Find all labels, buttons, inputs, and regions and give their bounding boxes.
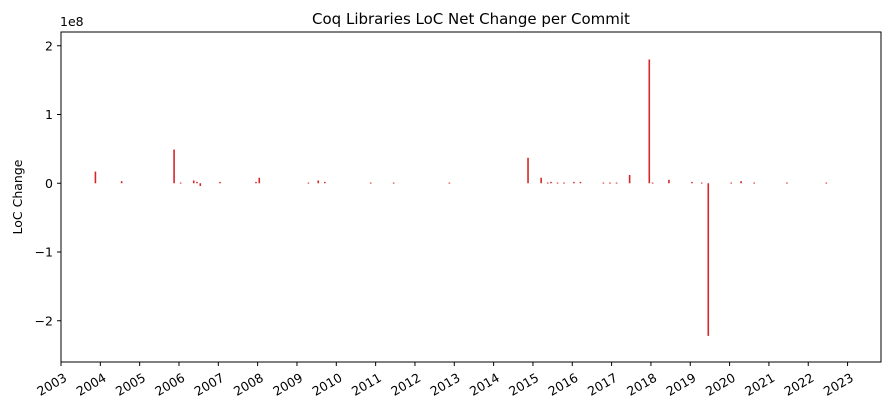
x-tick-label: 2009 (270, 370, 305, 399)
x-tick-label: 2004 (74, 370, 109, 399)
x-tick-label: 2016 (546, 370, 581, 399)
bar (550, 181, 552, 184)
bar (730, 182, 733, 184)
y-axis: 2 1 0 −1 −2 (35, 38, 61, 328)
x-tick-label: 2011 (349, 370, 384, 399)
x-tick-label: 2003 (34, 370, 69, 399)
bar (392, 182, 395, 184)
bar (255, 181, 257, 184)
plot-frame (60, 31, 882, 363)
bar (615, 182, 618, 184)
chart-title: Coq Libraries LoC Net Change per Commit (312, 10, 630, 28)
x-tick-label: 2017 (585, 370, 620, 399)
bar (700, 182, 703, 184)
bar (609, 182, 611, 184)
bar (540, 177, 542, 184)
y-tick-label: −1 (35, 245, 53, 260)
x-tick-label: 2020 (703, 370, 738, 399)
bar (179, 182, 182, 184)
bar (579, 181, 582, 184)
bar (563, 182, 565, 184)
bar (602, 182, 605, 184)
x-tick-label: 2019 (664, 370, 699, 399)
bar (740, 181, 742, 184)
bar (527, 157, 529, 184)
x-tick-label: 2021 (742, 370, 777, 399)
bar (628, 175, 631, 184)
bar (219, 181, 221, 184)
bar (556, 182, 559, 184)
bar (94, 171, 97, 184)
x-tick-label: 2014 (467, 370, 502, 399)
x-tick-label: 2023 (821, 370, 856, 399)
bar (825, 182, 828, 184)
bars-group (94, 59, 828, 336)
x-tick-label: 2022 (781, 370, 816, 399)
bar (691, 181, 693, 184)
x-tick-label: 2015 (506, 370, 541, 399)
bar (307, 182, 310, 184)
x-tick-label: 2007 (192, 370, 227, 399)
x-tick-label: 2008 (231, 370, 266, 399)
y-scale-label: 1e8 (60, 14, 84, 29)
x-tick-label: 2018 (624, 370, 659, 399)
bar (317, 180, 320, 184)
bar (448, 182, 451, 184)
bar (668, 179, 670, 184)
bar (707, 183, 710, 336)
y-tick-label: 1 (45, 107, 53, 122)
x-tick-label: 2012 (388, 370, 423, 399)
y-tick-label: 0 (45, 176, 53, 191)
bar (199, 183, 202, 186)
x-tick-label: 2006 (152, 370, 187, 399)
x-tick-label: 2010 (310, 370, 345, 399)
x-tick-label: 2013 (428, 370, 463, 399)
x-tick-label: 2005 (113, 370, 148, 399)
bar (120, 181, 123, 184)
bar (786, 182, 788, 184)
y-tick-label: 2 (45, 38, 53, 53)
bar (651, 182, 654, 184)
bar (196, 181, 198, 184)
bar (192, 180, 195, 184)
bar (753, 182, 755, 184)
bar (369, 182, 372, 184)
bar (173, 149, 175, 184)
bar (546, 182, 549, 184)
y-axis-label: LoC Change (10, 159, 25, 234)
x-axis: 2003 2004 2005 2006 2007 2008 2009 2010 2011 2012… (34, 362, 856, 399)
bar (258, 177, 261, 184)
bar (573, 181, 575, 184)
bar (324, 181, 326, 184)
bar (648, 59, 651, 184)
y-tick-label: −2 (35, 313, 53, 328)
